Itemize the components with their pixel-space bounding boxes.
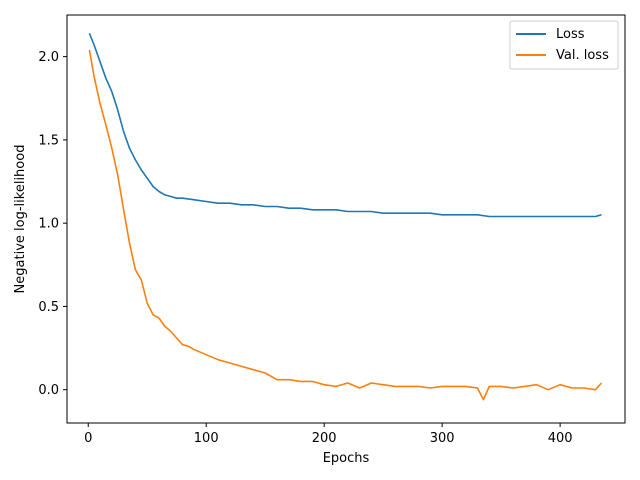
series-line-loss — [88, 33, 602, 218]
series-line-val-loss — [88, 49, 603, 401]
y-tick-label: 0.5 — [38, 300, 59, 315]
y-tick-label: 1.5 — [38, 133, 59, 148]
x-tick-label: 100 — [194, 431, 219, 446]
x-tick-label: 300 — [430, 431, 455, 446]
x-tick-label: 400 — [548, 431, 573, 446]
legend: Loss Val. loss — [509, 20, 619, 70]
legend-label-loss: Loss — [556, 27, 585, 42]
y-tick-label: 0.0 — [38, 383, 59, 398]
x-tick-label: 0 — [84, 431, 92, 446]
y-tick-label: 1.0 — [38, 217, 59, 232]
x-axis-title: Epochs — [323, 451, 370, 466]
axes-frame — [66, 14, 626, 424]
y-tick-label: 2.0 — [38, 50, 59, 65]
legend-label-val-loss: Val. loss — [556, 48, 609, 63]
x-tick-label: 200 — [312, 431, 337, 446]
plot-area — [88, 33, 603, 401]
axis-ticks: 0 100 200 300 400 0.0 0.5 1.0 1.5 2.0 — [38, 50, 572, 446]
y-axis-title: Negative log-likelihood — [13, 145, 28, 294]
